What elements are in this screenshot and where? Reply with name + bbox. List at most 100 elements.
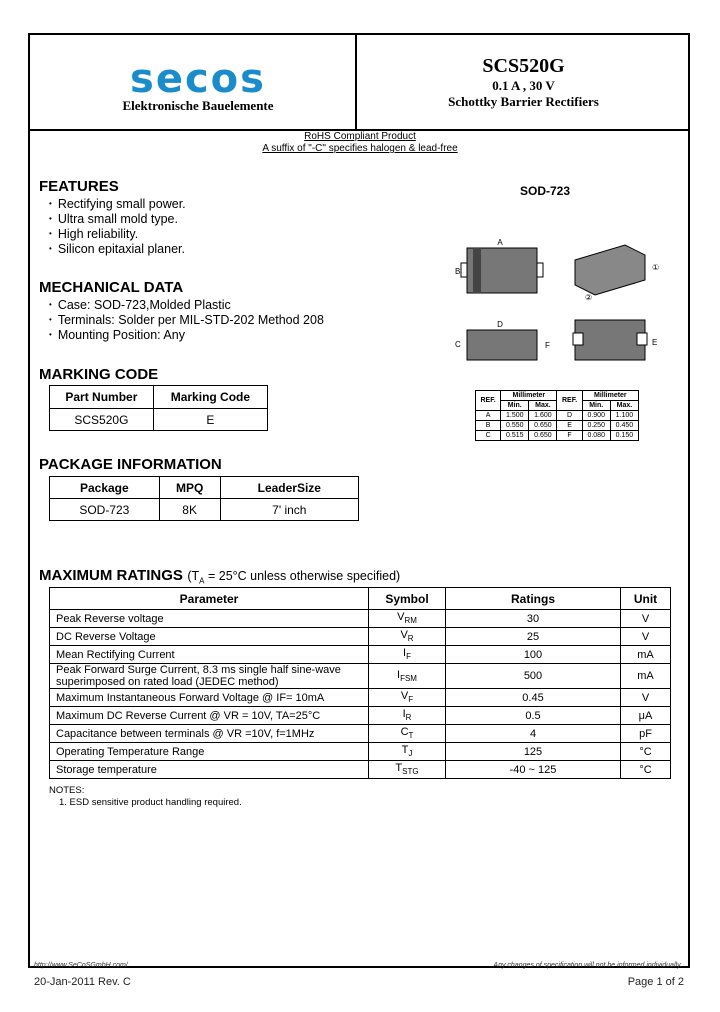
secos-logo: secos Elektronische Bauelemente [118,56,278,114]
svg-text:E: E [652,338,657,347]
th: Ratings [445,587,621,610]
table-row: Mean Rectifying Current IF 100 mA [49,645,671,664]
rating-cell: 0.45 [445,688,621,707]
svg-text:①: ① [652,263,659,272]
logo-brand: secos [130,56,266,102]
table-row: C 0.515 0.650 F 0.080 0.150 [474,430,640,441]
package-drawing-label: SOD-723 [520,184,571,198]
td: 7' inch [219,498,360,521]
package-table: Package MPQ LeaderSize SOD-723 8K 7' inch [49,476,360,521]
svg-text:D: D [497,320,503,329]
td: 0.650 [528,430,558,441]
symbol-subscript: J [408,749,413,759]
td: 0.550 [500,420,530,431]
package-outline-drawing: A B D C F ① ② E [455,238,659,361]
td: 0.650 [528,420,558,431]
unit-cell: V [620,688,671,707]
td: 0.250 [581,420,611,431]
th: Marking Code [152,385,269,409]
table-row: Capacitance between terminals @ VR =10V,… [49,724,671,743]
td: D [556,410,583,421]
max-ratings-condition: (TA = 25°C unless otherwise specified) [187,569,401,586]
td: F [556,430,583,441]
rohs-line2: A suffix of "-C" specifies halogen & lea… [262,143,458,154]
symbol: V [397,611,405,624]
rating-cell: 100 [445,645,621,664]
svg-text:B: B [455,267,460,276]
unit-cell: °C [620,760,671,779]
marking-table: Part Number Marking Code SCS520G E [49,385,269,431]
cond-pre: (T [187,569,200,583]
marking-heading: MARKING CODE [39,366,159,383]
unit-cell: mA [620,645,671,664]
rating-cell: 0.5 [445,706,621,725]
max-ratings-title: MAXIMUM RATINGS [39,567,183,584]
symbol: I [402,708,406,721]
th: LeaderSize [219,476,360,499]
table-row: Maximum DC Reverse Current @ VR = 10V, T… [49,706,671,725]
parameter-cell: Maximum DC Reverse Current @ VR = 10V, T… [49,706,369,725]
parameter-cell: Operating Temperature Range [49,742,369,761]
td: E [152,408,269,431]
package-heading: PACKAGE INFORMATION [39,456,222,473]
features-heading: FEATURES [39,178,119,195]
symbol: I [403,647,407,660]
svg-text:F: F [545,341,550,350]
rating-line: 0.1 A , 30 V [492,78,555,93]
rohs-note: RoHS Compliant Product A suffix of "-C" … [0,131,720,155]
parameter-cell: Maximum Instantaneous Forward Voltage @ … [49,688,369,707]
td: 0.150 [609,430,640,441]
unit-cell: V [620,609,671,628]
svg-text:A: A [497,238,503,247]
th: Min. [581,400,611,411]
th: REF. [556,390,583,411]
part-number: SCS520G [482,55,565,77]
td: C [474,430,502,441]
th: Package [49,476,160,499]
th: Max. [528,400,558,411]
td: 1.100 [609,410,640,421]
rating-cell: 30 [445,609,621,628]
td: 1.600 [528,410,558,421]
td: SOD-723 [49,498,160,521]
rating-cell: 125 [445,742,621,761]
list-item: High reliability. [49,227,186,242]
revision-date: 20-Jan-2011 Rev. C [34,976,131,988]
header-bottom-rule [28,129,690,131]
list-item: Terminals: Solder per MIL-STD-202 Method… [49,313,324,328]
rating-cell: 500 [445,663,621,689]
parameter-cell: Peak Forward Surge Current, 8.3 ms singl… [49,663,369,689]
symbol-subscript: F [408,695,414,705]
symbol: T [395,762,403,775]
th: Millimeter [500,390,558,401]
list-item: Ultra small mold type. [49,212,186,227]
notes-title: NOTES: [49,785,85,796]
rating-cell: 4 [445,724,621,743]
list-item: Silicon epitaxial planer. [49,242,186,257]
th: MPQ [158,476,221,499]
max-ratings-heading: MAXIMUM RATINGS (TA = 25°C unless otherw… [39,567,400,586]
td: A [474,410,502,421]
symbol-subscript: T [408,731,414,741]
parameter-cell: Peak Reverse voltage [49,609,369,628]
footer-url[interactable]: http://www.SeCoSGmbH.com/ [34,962,128,969]
table-row: Peak Forward Surge Current, 8.3 ms singl… [49,663,671,689]
parameter-cell: Storage temperature [49,760,369,779]
th: Unit [620,587,671,610]
notes: NOTES: 1. ESD sensitive product handling… [49,785,242,809]
mechanical-heading: MECHANICAL DATA [39,279,184,296]
parameter-cell: Capacitance between terminals @ VR =10V,… [49,724,369,743]
page-number: Page 1 of 2 [627,976,684,988]
rohs-line1: RoHS Compliant Product [304,131,416,142]
symbol-cell: TSTG [368,760,446,779]
symbol-cell: VF [368,688,446,707]
td: 8K [158,498,221,521]
mechanical-list: Case: SOD-723,Molded Plastic Terminals: … [49,298,324,343]
cond-post: = 25°C unless otherwise specified) [204,569,401,583]
logo-tagline: Elektronische Bauelemente [122,98,274,113]
table-row: Maximum Instantaneous Forward Voltage @ … [49,688,671,707]
symbol-cell: CT [368,724,446,743]
unit-cell: V [620,627,671,646]
symbol: I [397,668,401,681]
symbol-subscript: STG [402,767,419,777]
